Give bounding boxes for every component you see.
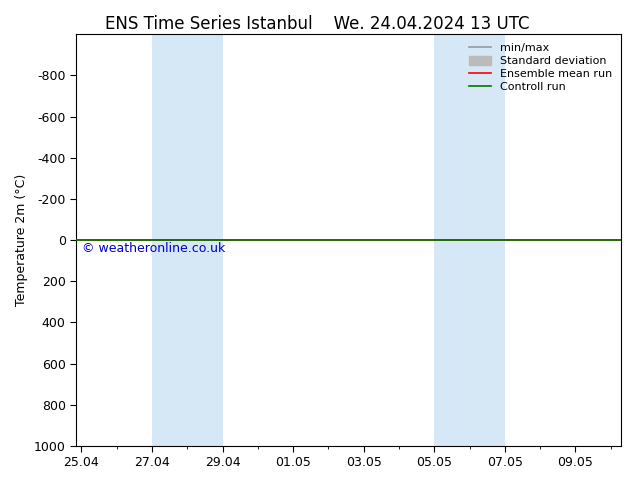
Legend: min/max, Standard deviation, Ensemble mean run, Controll run: min/max, Standard deviation, Ensemble me… [466, 40, 616, 95]
Text: © weatheronline.co.uk: © weatheronline.co.uk [82, 242, 225, 255]
Y-axis label: Temperature 2m (°C): Temperature 2m (°C) [15, 174, 29, 306]
Text: ENS Time Series Istanbul    We. 24.04.2024 13 UTC: ENS Time Series Istanbul We. 24.04.2024 … [105, 15, 529, 33]
Bar [434, 34, 505, 446]
Bar [152, 34, 223, 446]
